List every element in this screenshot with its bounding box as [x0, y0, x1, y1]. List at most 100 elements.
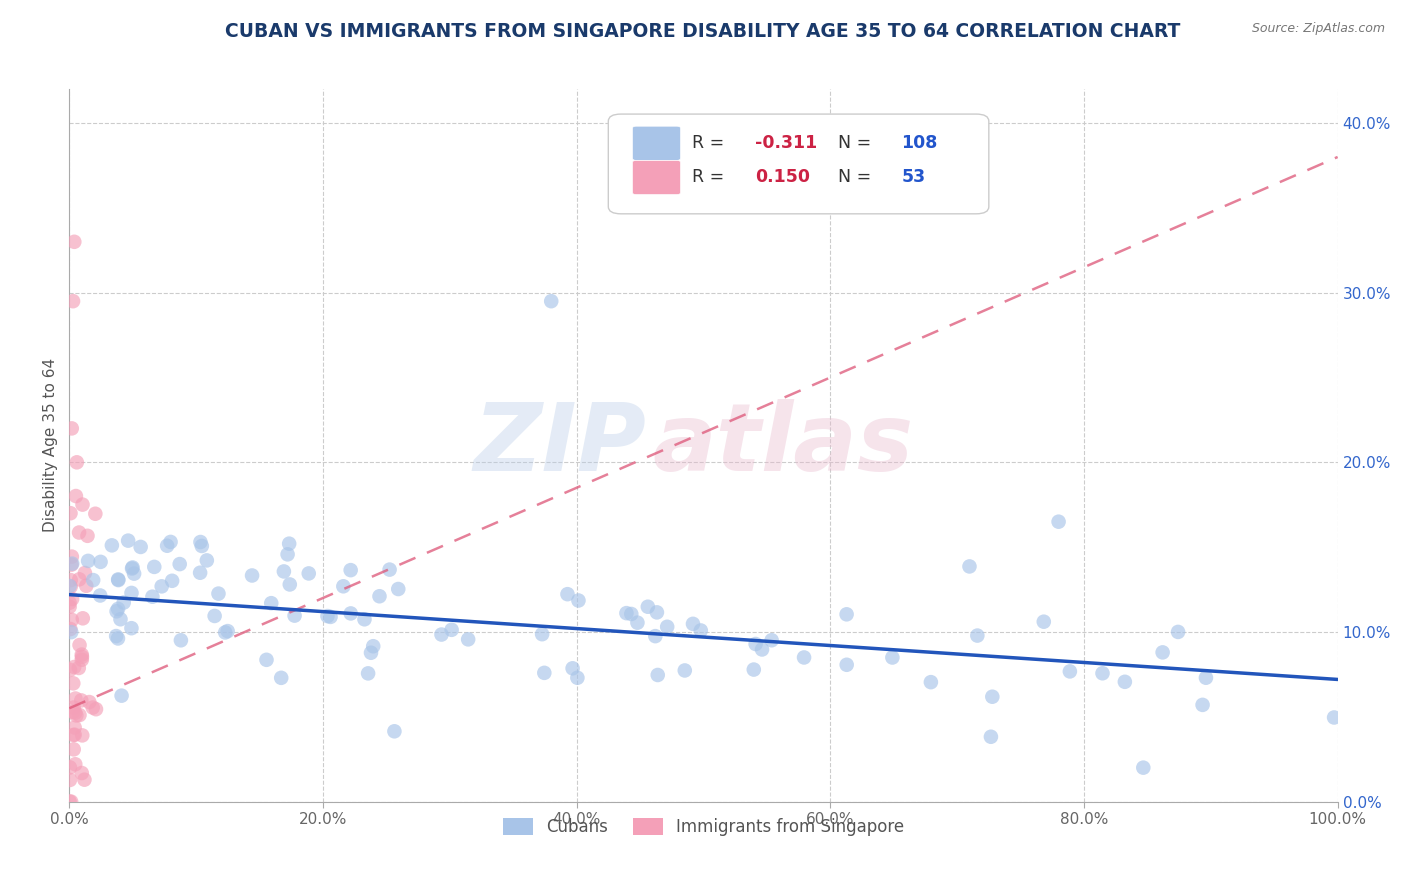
Point	[59, 622, 82, 636]
Point	[616, 606, 638, 620]
Point	[540, 294, 562, 309]
Point	[143, 560, 166, 574]
Point	[457, 632, 479, 647]
Point	[214, 625, 236, 640]
Point	[217, 624, 239, 639]
Point	[117, 533, 139, 548]
Point	[156, 539, 179, 553]
Point	[316, 609, 339, 624]
Point	[84, 507, 107, 521]
Point	[1032, 615, 1054, 629]
Point	[557, 587, 579, 601]
Point	[59, 663, 82, 677]
Point	[62, 705, 84, 719]
Point	[353, 612, 375, 626]
Point	[357, 666, 380, 681]
Point	[73, 772, 96, 787]
Text: 53: 53	[901, 168, 925, 186]
Point	[73, 566, 96, 580]
Point	[63, 728, 86, 742]
Point	[647, 668, 669, 682]
Point	[284, 608, 307, 623]
Point	[533, 665, 555, 680]
Point	[793, 650, 815, 665]
Point	[62, 728, 84, 742]
Point	[319, 610, 342, 624]
Point	[1152, 645, 1174, 659]
Point	[339, 563, 361, 577]
Point	[110, 612, 132, 626]
Point	[107, 632, 129, 646]
Point	[62, 700, 84, 714]
Point	[63, 235, 86, 249]
Point	[567, 593, 589, 607]
Point	[58, 795, 80, 809]
Point	[70, 653, 93, 667]
Point	[689, 624, 711, 638]
Point	[121, 560, 143, 574]
Point	[60, 558, 83, 572]
Point	[121, 561, 143, 575]
Point	[378, 563, 401, 577]
Legend: Cubans, Immigrants from Singapore: Cubans, Immigrants from Singapore	[496, 812, 911, 843]
Point	[368, 589, 391, 603]
Point	[62, 742, 84, 756]
Point	[59, 760, 82, 774]
Point	[101, 538, 124, 552]
Point	[332, 579, 354, 593]
Point	[751, 642, 773, 657]
Point	[360, 646, 382, 660]
Y-axis label: Disability Age 35 to 64: Disability Age 35 to 64	[44, 359, 58, 533]
Point	[260, 596, 283, 610]
Point	[657, 620, 679, 634]
Point	[980, 730, 1002, 744]
Point	[63, 721, 86, 735]
Point	[72, 611, 94, 625]
Point	[76, 529, 98, 543]
Point	[60, 549, 83, 564]
Point	[188, 566, 211, 580]
Point	[1191, 698, 1213, 712]
Point	[277, 547, 299, 561]
Point	[107, 602, 129, 616]
Point	[65, 691, 87, 706]
Point	[160, 574, 183, 588]
Point	[105, 604, 128, 618]
Point	[82, 573, 104, 587]
Text: CUBAN VS IMMIGRANTS FROM SINGAPORE DISABILITY AGE 35 TO 64 CORRELATION CHART: CUBAN VS IMMIGRANTS FROM SINGAPORE DISAB…	[225, 22, 1181, 41]
Point	[387, 582, 409, 596]
Point	[298, 566, 321, 581]
Point	[59, 573, 82, 587]
Point	[761, 633, 783, 648]
Point	[66, 455, 89, 469]
Point	[920, 675, 942, 690]
Point	[60, 421, 83, 435]
Point	[561, 661, 583, 675]
Point	[170, 633, 193, 648]
Point	[1167, 624, 1189, 639]
Point	[60, 592, 83, 607]
Point	[673, 664, 696, 678]
Point	[59, 772, 82, 787]
Point	[70, 766, 93, 780]
Point	[645, 606, 668, 620]
Point	[63, 660, 86, 674]
Point	[65, 706, 87, 720]
Text: Source: ZipAtlas.com: Source: ZipAtlas.com	[1251, 22, 1385, 36]
Text: N =: N =	[838, 134, 876, 152]
Point	[195, 553, 218, 567]
Point	[1195, 671, 1218, 685]
Point	[744, 637, 766, 651]
Point	[191, 539, 214, 553]
Point	[981, 690, 1004, 704]
Point	[959, 559, 981, 574]
FancyBboxPatch shape	[609, 114, 988, 214]
Point	[430, 627, 453, 641]
Text: N =: N =	[838, 168, 876, 186]
Point	[531, 627, 554, 641]
Point	[742, 663, 765, 677]
Point	[620, 607, 643, 621]
Point	[637, 599, 659, 614]
Point	[67, 525, 90, 540]
Text: atlas: atlas	[652, 400, 914, 491]
